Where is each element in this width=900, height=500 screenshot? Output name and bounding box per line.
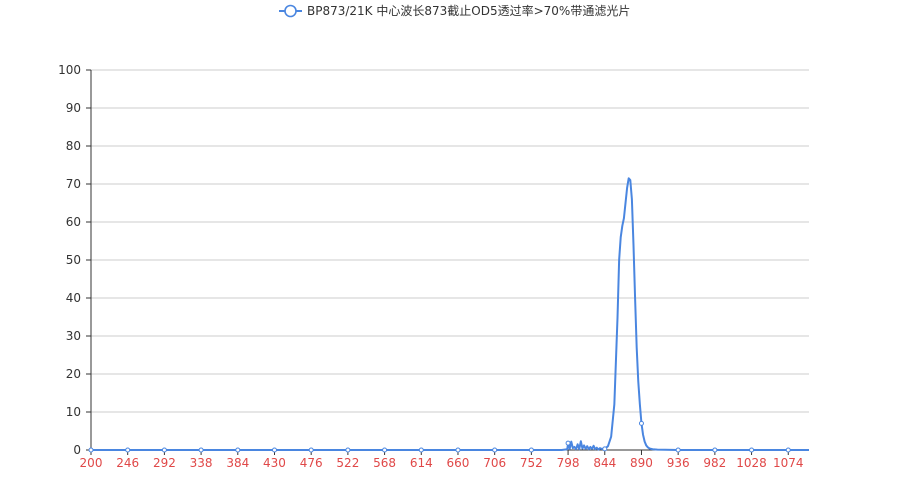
y-tick-label: 50 [66, 253, 81, 267]
data-point [455, 447, 461, 453]
data-point [235, 447, 241, 453]
y-tick-label: 10 [66, 405, 81, 419]
y-tick-label: 100 [58, 63, 81, 77]
x-tick-label: 844 [593, 456, 616, 470]
x-tick-label: 660 [447, 456, 470, 470]
series-layer [88, 177, 809, 453]
x-tick-label: 752 [520, 456, 543, 470]
x-tick-label: 798 [557, 456, 580, 470]
data-point [161, 447, 167, 453]
x-tick-label: 614 [410, 456, 433, 470]
x-tick-label: 384 [226, 456, 249, 470]
data-point [785, 447, 791, 453]
x-tick-label: 568 [373, 456, 396, 470]
x-tick-label: 338 [190, 456, 213, 470]
series-line [91, 177, 809, 451]
x-tick-label: 476 [300, 456, 323, 470]
legend-label: BP873/21K 中心波长873截止OD5透过率>70%带通滤光片 [307, 3, 630, 18]
data-point [308, 447, 314, 453]
x-tick-label: 982 [703, 456, 726, 470]
x-tick-label: 292 [153, 456, 176, 470]
y-tick-label: 70 [66, 177, 81, 191]
x-tick-label: 706 [483, 456, 506, 470]
data-point [382, 447, 388, 453]
data-point [528, 447, 534, 453]
data-point [125, 447, 131, 453]
y-tick-label: 0 [73, 443, 81, 457]
y-tick-label: 30 [66, 329, 81, 343]
data-point [675, 447, 681, 453]
y-tick-label: 90 [66, 101, 81, 115]
grid [86, 69, 809, 451]
data-point [492, 447, 498, 453]
data-point [345, 447, 351, 453]
data-point [638, 420, 644, 426]
x-tick-label: 890 [630, 456, 653, 470]
data-point [198, 447, 204, 453]
y-tick-label: 40 [66, 291, 81, 305]
legend-marker [284, 4, 297, 18]
data-point [565, 440, 571, 446]
x-tick-labels: 200 246 292 338 384 430 476 522 568 614 660 706 752 7… [80, 450, 804, 470]
data-point [418, 447, 424, 453]
y-tick-labels: 0 10 20 30 40 50 60 70 80 90 100 [58, 63, 81, 457]
data-point [88, 447, 94, 453]
x-tick-label: 430 [263, 456, 286, 470]
data-point [271, 447, 277, 453]
y-tick-label: 80 [66, 139, 81, 153]
x-tick-label: 1074 [773, 456, 804, 470]
y-tick-label: 60 [66, 215, 81, 229]
x-tick-label: 200 [80, 456, 103, 470]
x-tick-label: 246 [116, 456, 139, 470]
x-tick-label: 1028 [736, 456, 767, 470]
data-point [602, 446, 608, 452]
y-tick-label: 20 [66, 367, 81, 381]
data-point [712, 447, 718, 453]
legend[interactable]: BP873/21K 中心波长873截止OD5透过率>70%带通滤光片 [279, 3, 630, 18]
x-tick-label: 936 [667, 456, 690, 470]
data-point [749, 447, 755, 453]
x-tick-label: 522 [336, 456, 359, 470]
